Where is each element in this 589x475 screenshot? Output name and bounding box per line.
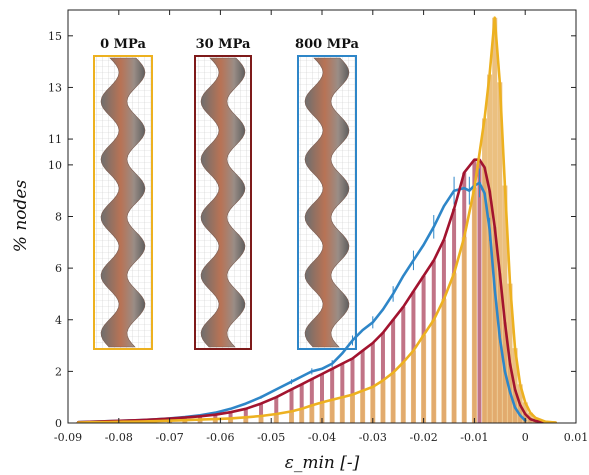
bar-series-0-9 bbox=[212, 419, 218, 423]
bar-series-0-30 bbox=[451, 273, 457, 423]
y-tick-label-6: 11 bbox=[48, 133, 62, 146]
bar-series-0-28 bbox=[431, 319, 437, 423]
y-tick-label-2: 4 bbox=[55, 314, 62, 327]
x-axis-label: ε_min [-] bbox=[285, 453, 360, 473]
x-tick-label-9: 0 bbox=[522, 431, 529, 444]
bar-series-0-34 bbox=[487, 74, 493, 423]
bar-series-0-11 bbox=[243, 417, 249, 423]
y-tick-label-0: 0 bbox=[55, 417, 62, 430]
bar-series-0-20 bbox=[349, 394, 355, 423]
bar-series-0-7 bbox=[182, 420, 188, 423]
bar-series-0-33 bbox=[482, 118, 488, 423]
x-tick-label-5: -0.04 bbox=[308, 431, 336, 444]
bar-series-0-14 bbox=[289, 411, 295, 423]
y-tick-label-5: 10 bbox=[48, 159, 62, 172]
bar-series-0-15 bbox=[299, 408, 305, 423]
bar-series-0-12 bbox=[258, 416, 264, 423]
x-tick-label-6: -0.03 bbox=[359, 431, 387, 444]
bar-series-0-31 bbox=[461, 237, 467, 423]
bar-series-0-32 bbox=[471, 188, 477, 423]
bar-series-0-23 bbox=[380, 380, 386, 423]
inset-30mpa: 30 MPa bbox=[194, 37, 252, 350]
inset-800mpa: 800 MPa bbox=[295, 37, 360, 350]
bar-series-1-33 bbox=[477, 159, 482, 423]
bar-series-0-16 bbox=[309, 405, 315, 423]
x-tick-label-4: -0.05 bbox=[257, 431, 285, 444]
bar-series-0-10 bbox=[228, 418, 234, 423]
bar-series-1-16 bbox=[309, 379, 314, 423]
y-tick-label-4: 8 bbox=[55, 211, 62, 224]
helix-image-30mpa bbox=[200, 57, 246, 348]
bar-series-0-26 bbox=[410, 350, 416, 423]
helix-image-800mpa bbox=[304, 57, 350, 348]
y-tick-label-7: 13 bbox=[48, 81, 62, 94]
bar-series-1-19 bbox=[340, 363, 345, 423]
bar-series-1-14 bbox=[289, 389, 294, 423]
series-line-1 bbox=[76, 158, 558, 423]
inset-0mpa: 0 MPa bbox=[93, 37, 153, 350]
bar-series-0-25 bbox=[400, 362, 406, 423]
y-tick-label-1: 2 bbox=[55, 365, 62, 378]
x-axis-ticks: -0.09 -0.08 -0.07 -0.06 -0.05 -0.04 -0.03 -0.02… bbox=[54, 10, 588, 444]
series-lines bbox=[76, 16, 558, 423]
bar-series-1-11 bbox=[243, 408, 248, 423]
y-tick-label-8: 15 bbox=[48, 30, 62, 43]
x-tick-label-1: -0.08 bbox=[105, 431, 133, 444]
bar-series-1-12 bbox=[259, 403, 264, 423]
bar-series-0-24 bbox=[390, 372, 396, 423]
bar-series-1-20 bbox=[350, 358, 355, 423]
bar-series-0-17 bbox=[319, 402, 325, 423]
bar-series-0-13 bbox=[273, 413, 279, 423]
bar-series-0-27 bbox=[421, 335, 427, 423]
bar-series-1-15 bbox=[299, 384, 304, 423]
bar-series-1-13 bbox=[274, 397, 279, 423]
bar-series-0-36 bbox=[497, 82, 503, 423]
bar-series-1-18 bbox=[330, 368, 335, 423]
x-tick-label-0: -0.09 bbox=[54, 431, 82, 444]
bar-series-0-18 bbox=[329, 399, 335, 423]
bar-series-1-21 bbox=[360, 350, 365, 423]
x-tick-label-7: -0.02 bbox=[409, 431, 437, 444]
bar-series-0-19 bbox=[339, 397, 345, 423]
bar-series-0-8 bbox=[197, 419, 203, 423]
bar-series-0-37 bbox=[502, 185, 508, 423]
series-line-0 bbox=[76, 16, 558, 423]
bar-series-0-21 bbox=[360, 390, 366, 423]
bar-series-1-22 bbox=[370, 342, 375, 423]
x-tick-label-2: -0.07 bbox=[155, 431, 183, 444]
y-axis-label: % nodes bbox=[11, 180, 31, 253]
helix-image-0mpa bbox=[100, 57, 146, 348]
x-tick-label-3: -0.06 bbox=[206, 431, 234, 444]
x-tick-label-8: -0.01 bbox=[460, 431, 488, 444]
bar-series-0-22 bbox=[370, 386, 376, 423]
x-tick-label-10: 0.01 bbox=[564, 431, 589, 444]
bar-series-1-17 bbox=[320, 373, 324, 423]
inset-label-30mpa: 30 MPa bbox=[196, 37, 251, 52]
inset-label-0mpa: 0 MPa bbox=[100, 37, 146, 52]
y-axis-ticks: 0 2 4 6 8 10 11 13 15 bbox=[48, 30, 576, 430]
bar-series-0-29 bbox=[441, 299, 447, 423]
y-tick-label-3: 6 bbox=[55, 262, 62, 275]
insets: 0 MPa 30 MPa 800 MPa bbox=[93, 37, 360, 350]
inset-label-800mpa: 800 MPa bbox=[295, 37, 359, 52]
bar-series-1-23 bbox=[380, 332, 385, 423]
